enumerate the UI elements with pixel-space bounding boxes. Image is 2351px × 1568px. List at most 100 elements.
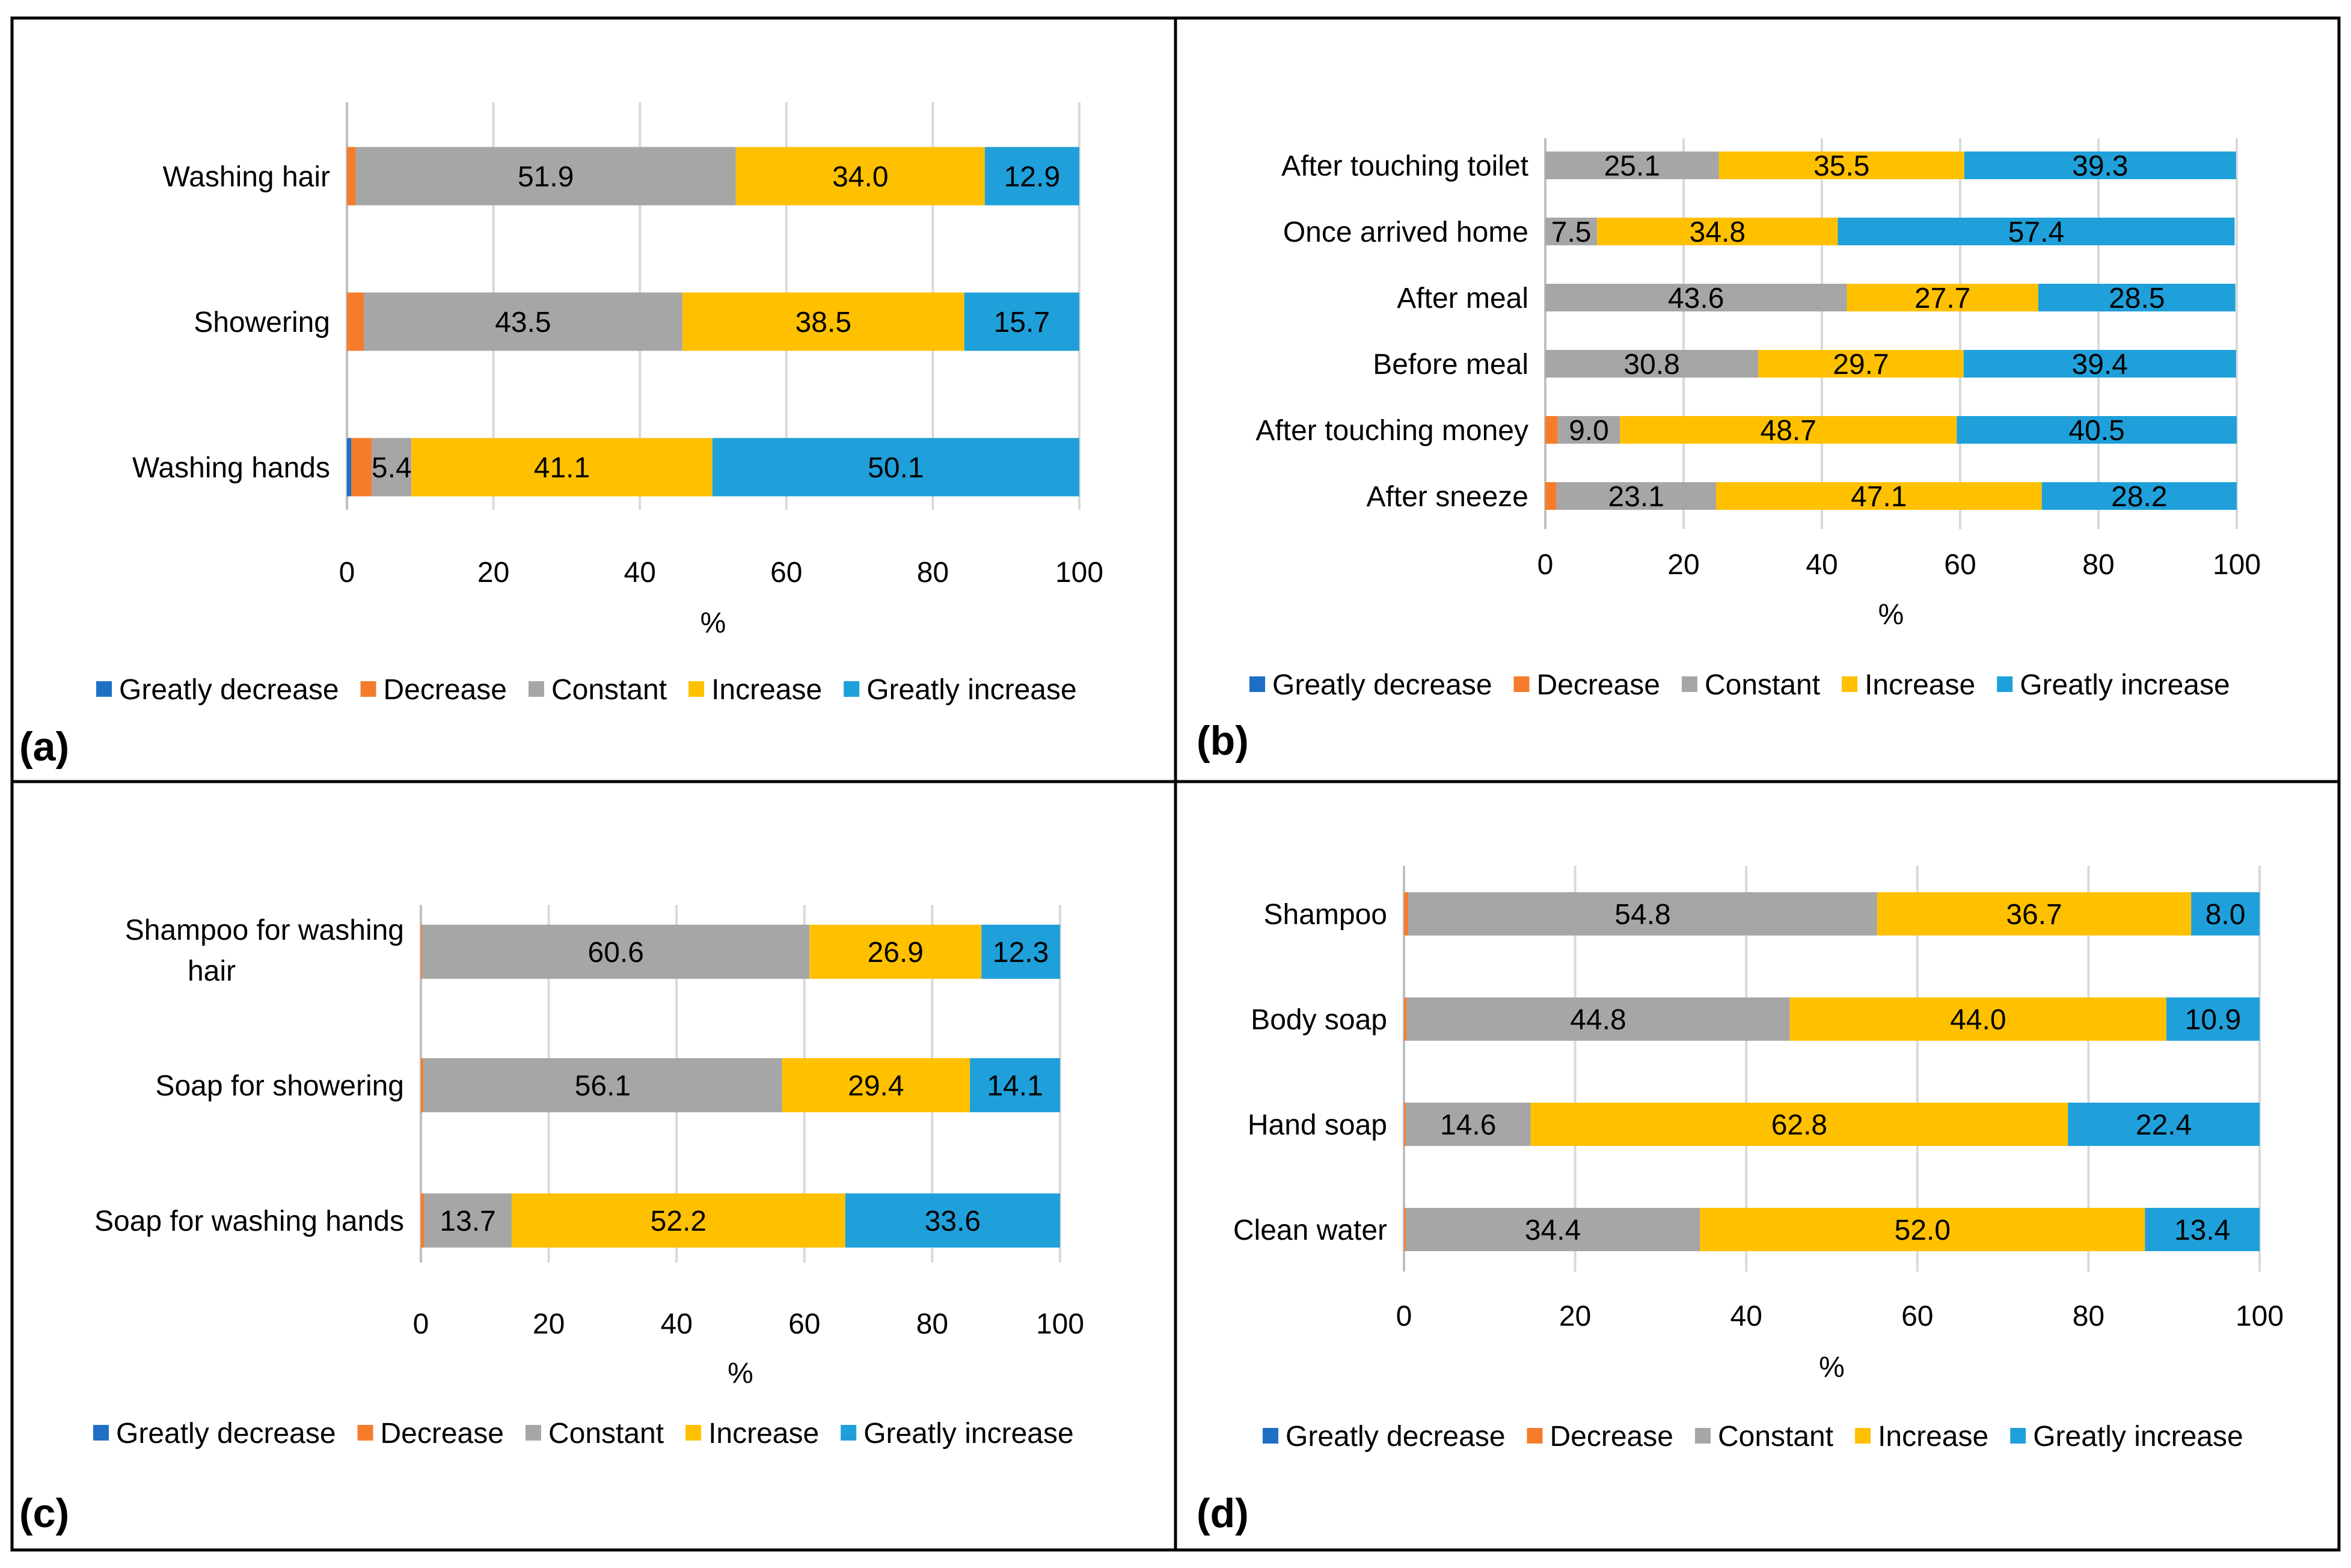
data-label: 14.6 [1440, 1109, 1496, 1141]
data-label: 28.5 [2109, 283, 2165, 314]
bar-segment-greatly-increase [1964, 152, 2236, 179]
bar-segment-increase [1620, 416, 1957, 444]
chart-panel-2: 25.1 35.5 39.3 After touching toilet 7.5 34.8… [1197, 138, 2261, 764]
panels-layer: 51.9 34.0 12.9 Washing hair 43.5 38.5 15.7 Show… [19, 102, 2284, 1536]
data-label: 15.7 [994, 307, 1050, 338]
data-label: 29.4 [848, 1070, 904, 1102]
data-label: 43.5 [495, 307, 551, 338]
legend-swatch-decrease [1527, 1428, 1543, 1444]
data-label: 8.0 [2205, 899, 2246, 931]
bar-segment-greatly-increase [845, 1193, 1060, 1248]
bar-segment-greatly-increase [970, 1058, 1060, 1112]
data-label: 51.9 [518, 161, 574, 193]
x-tick-label: 0 [413, 1308, 429, 1340]
data-label: 52.2 [651, 1205, 707, 1237]
legend-swatch-decrease [360, 681, 376, 697]
legend-swatch-increase [688, 681, 705, 697]
legend-swatch-increase [1842, 676, 1858, 692]
bar-segment-decrease [421, 925, 423, 979]
legend-swatch-constant [525, 1425, 541, 1441]
bar-segment-constant [1545, 218, 1598, 245]
data-label: 7.5 [1551, 216, 1592, 248]
data-label: 56.1 [575, 1070, 631, 1102]
data-label: 33.6 [925, 1205, 981, 1237]
data-label: 30.8 [1623, 349, 1679, 381]
bar-segment-increase [1597, 218, 1838, 245]
data-label: 25.1 [1604, 150, 1660, 182]
bar-segment-greatly-increase [2041, 482, 2237, 510]
bar-segment-constant [364, 292, 682, 351]
data-label: 5.4 [372, 452, 412, 484]
data-label: 27.7 [1914, 283, 1970, 314]
x-tick-label: 80 [2073, 1300, 2104, 1332]
category-label: Showering [194, 307, 330, 338]
legend-swatch-constant [1681, 676, 1697, 692]
legend: Greatly decrease Decrease Constant Increase… [96, 674, 1077, 706]
x-tick-label: 100 [2213, 549, 2261, 581]
category-label: Before meal [1373, 349, 1528, 381]
bar-segment-decrease [1404, 892, 1409, 936]
bar-segment-constant [1408, 892, 1877, 936]
x-tick-label: 100 [1055, 557, 1103, 589]
bar-segment-greatly-increase [2191, 892, 2260, 936]
legend-label-greatly-increase: Greatly increase [866, 674, 1076, 706]
legend: Greatly decrease Decrease Constant Increase… [93, 1418, 1074, 1450]
bar-segment-increase [1877, 892, 2192, 936]
panel-label: (c) [19, 1490, 69, 1536]
x-tick-label: 60 [788, 1308, 820, 1340]
data-label: 9.0 [1569, 415, 1609, 447]
category-label: After touching money [1255, 415, 1528, 447]
data-label: 62.8 [1771, 1109, 1827, 1141]
bar-segment-increase [1847, 284, 2038, 311]
bar-segment-constant [1405, 1103, 1531, 1146]
data-label: 60.6 [588, 937, 644, 969]
bar-segment-constant [1406, 997, 1790, 1041]
data-label: 52.0 [1895, 1214, 1951, 1246]
bar-segment-constant [424, 1193, 512, 1248]
category-label: Body soap [1251, 1004, 1387, 1036]
category-label: Once arrived home [1283, 216, 1528, 248]
data-label: 14.1 [987, 1070, 1043, 1102]
data-label: 41.1 [534, 452, 590, 484]
bar-segment-decrease [1404, 1103, 1406, 1146]
bar-segment-decrease [351, 438, 372, 497]
category-label: Washing hands [132, 452, 330, 484]
bar-segment-constant [1545, 350, 1759, 378]
legend-label-greatly-increase: Greatly increase [2033, 1421, 2243, 1453]
legend-label-greatly-decrease: Greatly decrease [119, 674, 339, 706]
legend-swatch-greatly-increase [841, 1425, 857, 1441]
x-tick-label: 60 [1944, 549, 1976, 581]
category-label: Hand soap [1248, 1109, 1387, 1141]
bar-segment-constant [1405, 1208, 1700, 1251]
legend-swatch-greatly-increase [1997, 676, 2013, 692]
legend-swatch-decrease [357, 1425, 373, 1441]
bar-segment-greatly-increase [984, 147, 1079, 206]
legend-swatch-increase [1855, 1428, 1871, 1444]
bar-segment-greatly-decrease [347, 438, 352, 497]
chart-panel-4: 54.8 36.7 8.0 Shampoo 44.8 44.0 10.9 Body soap 1… [1197, 866, 2284, 1536]
data-label: 39.4 [2072, 349, 2128, 381]
x-tick-label: 20 [1667, 549, 1699, 581]
legend: Greatly decrease Decrease Constant Increase… [1249, 669, 2230, 701]
bar-segment-greatly-increase [1957, 416, 2237, 444]
bar-segment-decrease [1545, 416, 1558, 444]
bar-segment-increase [1716, 482, 2042, 510]
data-label: 35.5 [1813, 150, 1869, 182]
x-tick-label: 0 [1537, 549, 1554, 581]
bar-segment-constant [1557, 416, 1620, 444]
bar-segment-greatly-increase [1838, 218, 2235, 245]
data-label: 47.1 [1851, 481, 1907, 513]
legend-label-decrease: Decrease [384, 674, 507, 706]
x-tick-label: 60 [770, 557, 802, 589]
data-label: 34.0 [832, 161, 888, 193]
legend-label-increase: Increase [711, 674, 822, 706]
data-label: 23.1 [1608, 481, 1664, 513]
bar-segment-increase [735, 147, 985, 206]
data-label: 10.9 [2185, 1004, 2241, 1036]
bar-segment-decrease [347, 292, 364, 351]
x-tick-label: 0 [339, 557, 355, 589]
legend-label-decrease: Decrease [1537, 669, 1660, 701]
x-tick-label: 0 [1396, 1300, 1412, 1332]
legend-label-greatly-decrease: Greatly decrease [1272, 669, 1492, 701]
